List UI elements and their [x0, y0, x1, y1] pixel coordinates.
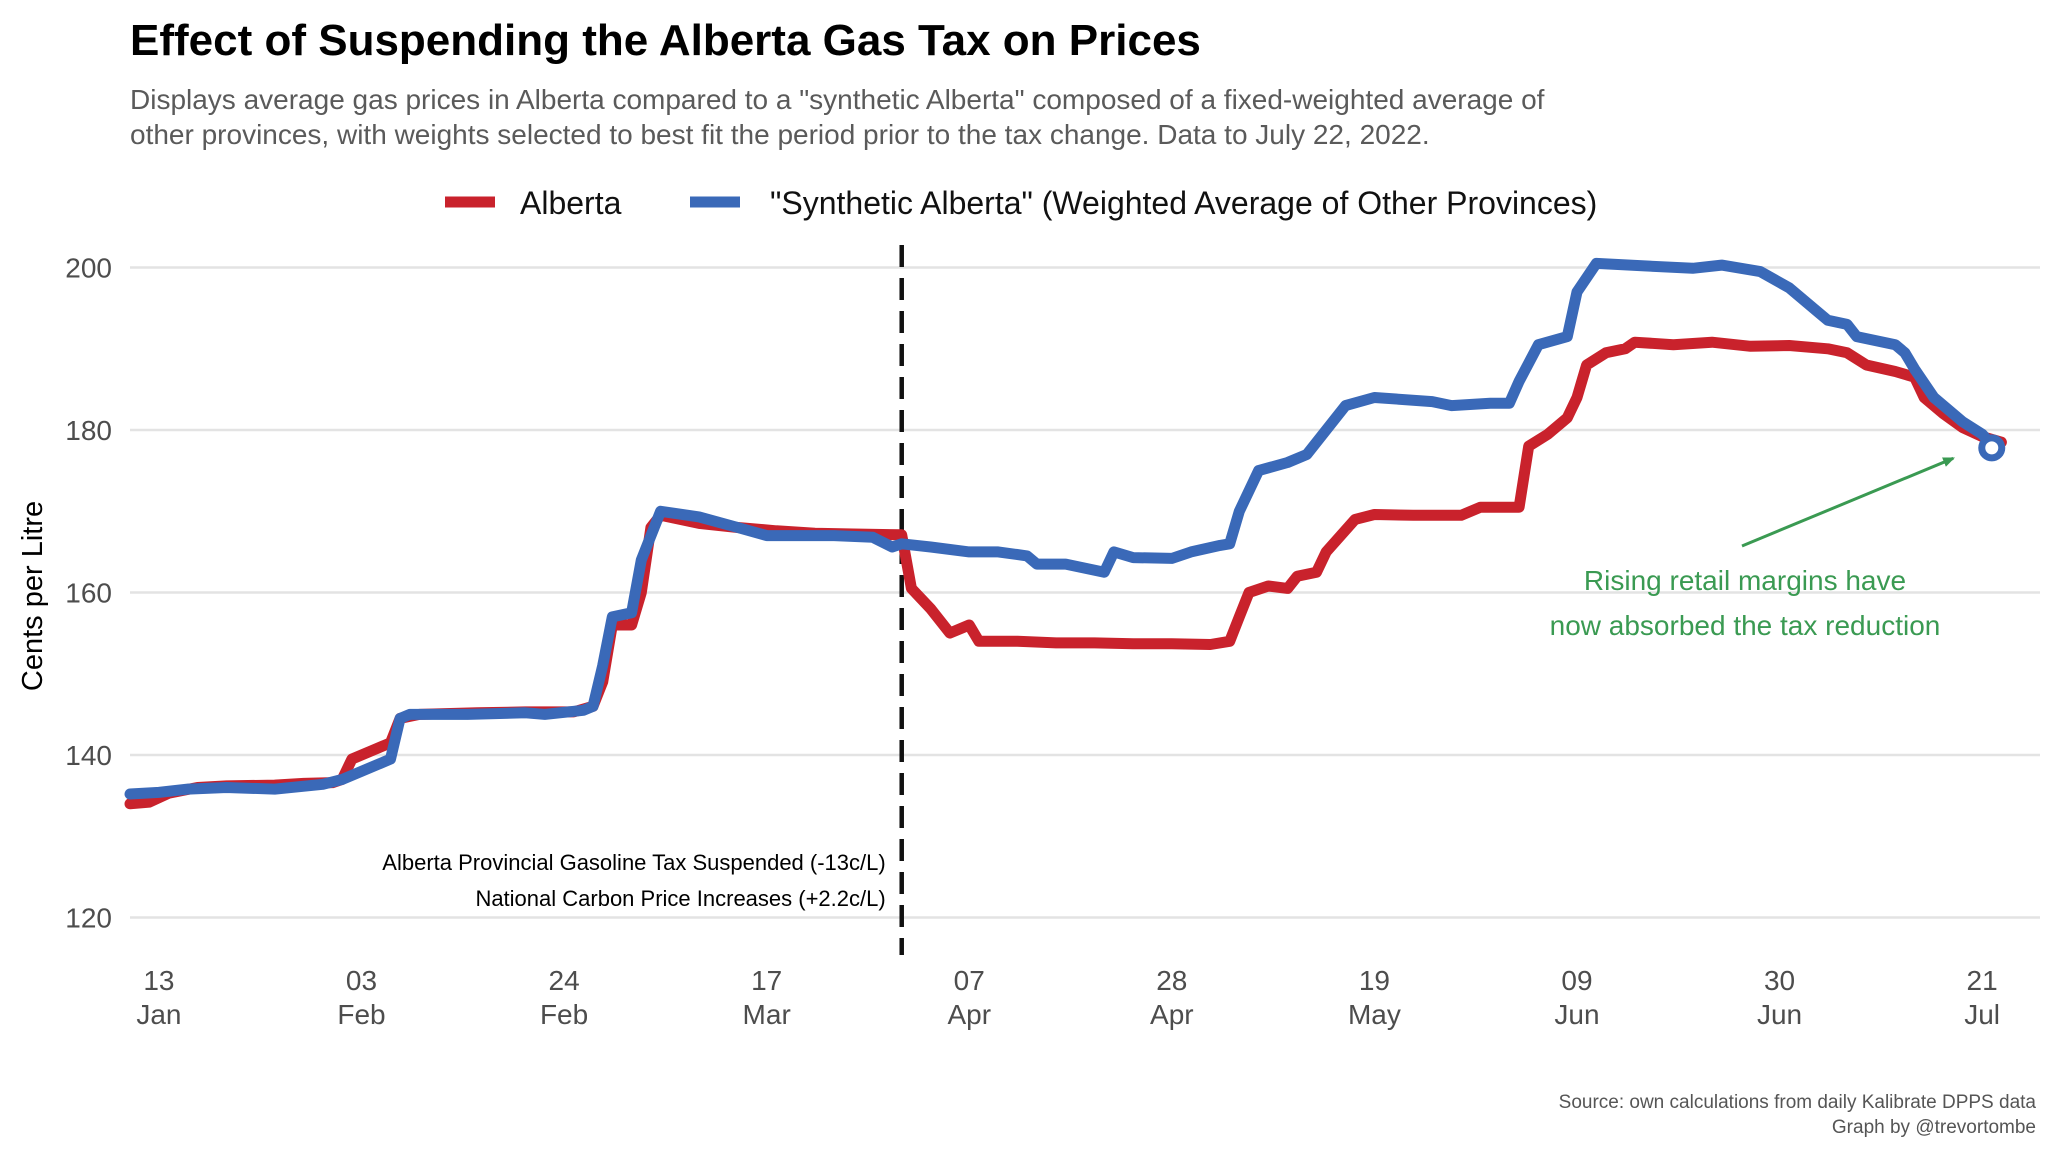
x-tick-month-2022-07-21: Jul [1964, 999, 2000, 1030]
x-tick-month-2022-06-30: Jun [1757, 999, 1802, 1030]
x-tick-day-2022-05-19: 19 [1359, 965, 1390, 996]
annotation-line-1: Rising retail margins have [1584, 565, 1906, 596]
y-axis-title: Cents per Litre [17, 501, 49, 691]
tax-suspended-label: Alberta Provincial Gasoline Tax Suspende… [382, 850, 885, 875]
x-tick-month-2022-02-03: Feb [337, 999, 385, 1030]
y-tick-label-200: 200 [65, 253, 112, 284]
x-axis-ticks: 13Jan03Feb24Feb17Mar07Apr28Apr19May09Jun… [136, 965, 2000, 1030]
x-tick-day-2022-06-09: 09 [1561, 965, 1592, 996]
x-tick-day-2022-04-28: 28 [1156, 965, 1187, 996]
x-tick-day-2022-02-03: 03 [346, 965, 377, 996]
series-line-synthetic-alberta [124, 257, 1998, 800]
x-tick-month-2022-04-28: Apr [1150, 999, 1194, 1030]
chart-subtitle-line-2: other provinces, with weights selected t… [130, 119, 1430, 150]
legend-label-alberta: Alberta [520, 185, 622, 221]
x-tick-day-2022-03-17: 17 [751, 965, 782, 996]
chart-subtitle-line-1: Displays average gas prices in Alberta c… [130, 84, 1545, 115]
x-tick-day-2022-04-07: 07 [954, 965, 985, 996]
legend: Alberta "Synthetic Alberta" (Weighted Av… [445, 185, 1597, 221]
series-layer [124, 257, 2007, 810]
legend-label-synthetic-alberta: "Synthetic Alberta" (Weighted Average of… [770, 185, 1597, 221]
chart-title: Effect of Suspending the Alberta Gas Tax… [130, 16, 1201, 65]
x-tick-month-2022-03-17: Mar [743, 999, 791, 1030]
y-tick-label-120: 120 [65, 903, 112, 934]
x-tick-month-2022-06-09: Jun [1554, 999, 1599, 1030]
x-tick-day-2022-01-13: 13 [143, 965, 174, 996]
x-tick-month-2022-05-19: May [1348, 999, 1401, 1030]
caption-source: Source: own calculations from daily Kali… [1559, 1092, 2037, 1113]
y-tick-label-180: 180 [65, 415, 112, 446]
x-tick-day-2022-07-21: 21 [1967, 965, 1998, 996]
endpoint-marker [1978, 434, 2006, 462]
y-tick-label-160: 160 [65, 578, 112, 609]
x-tick-month-2022-02-24: Feb [540, 999, 588, 1030]
y-axis-ticks: 120 140 160 180 200 [65, 253, 112, 934]
caption-credit: Graph by @trevortombe [1832, 1117, 2036, 1138]
x-tick-month-2022-01-13: Jan [136, 999, 181, 1030]
annotation-line-2: now absorbed the tax reduction [1550, 610, 1941, 641]
x-tick-day-2022-06-30: 30 [1764, 965, 1795, 996]
y-tick-label-140: 140 [65, 740, 112, 771]
annotation-arrow [1741, 456, 1956, 548]
carbon-price-label: National Carbon Price Increases (+2.2c/L… [475, 886, 885, 911]
x-tick-month-2022-04-07: Apr [947, 999, 991, 1030]
gridlines [130, 266, 2040, 919]
x-tick-day-2022-02-24: 24 [549, 965, 580, 996]
